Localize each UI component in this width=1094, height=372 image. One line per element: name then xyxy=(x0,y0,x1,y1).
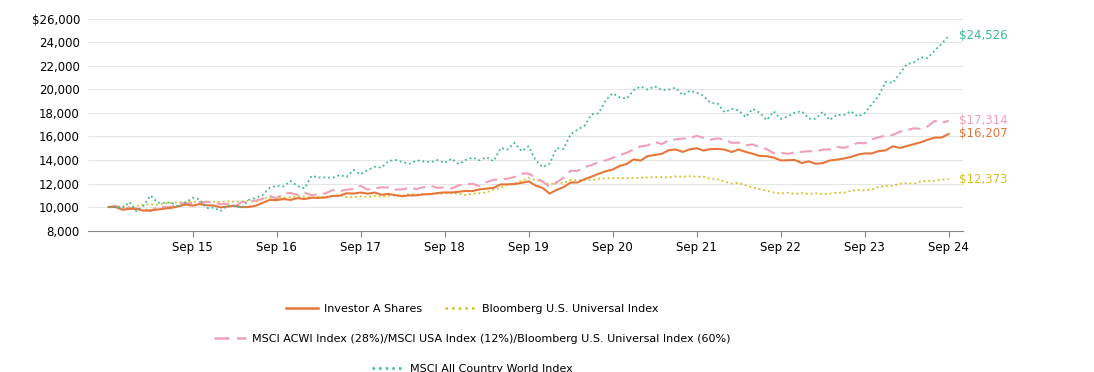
Text: $24,526: $24,526 xyxy=(959,29,1008,42)
Legend: MSCI All Country World Index: MSCI All Country World Index xyxy=(368,359,578,372)
Text: $12,373: $12,373 xyxy=(959,173,1008,186)
Text: $16,207: $16,207 xyxy=(959,128,1008,141)
Text: $17,314: $17,314 xyxy=(959,115,1008,128)
